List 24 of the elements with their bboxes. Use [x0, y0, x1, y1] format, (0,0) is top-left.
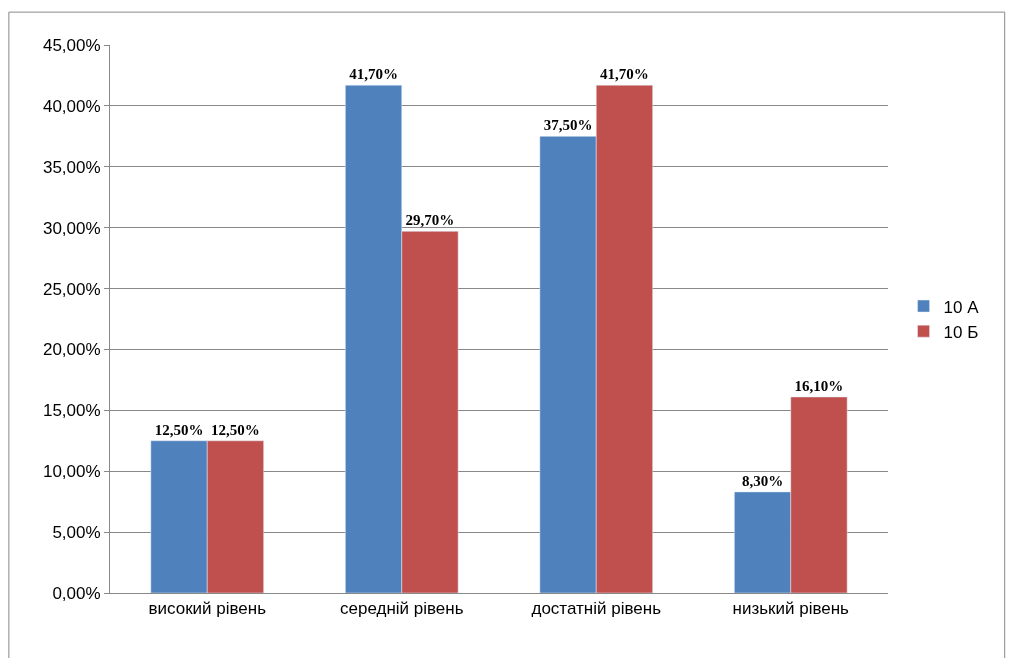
x-tick-label: достатній рівень	[531, 599, 662, 619]
data-label: 12,50%	[154, 421, 204, 438]
legend-label: 10 Б	[943, 322, 979, 342]
y-tick-label: 30,00%	[42, 218, 101, 238]
y-tick-label: 5,00%	[52, 523, 101, 543]
x-tick-label: низький рівень	[732, 599, 850, 619]
data-label: 41,70%	[600, 66, 649, 83]
x-tick-label: середній рівень	[339, 599, 464, 619]
data-label: 16,10%	[794, 377, 844, 394]
legend-label: 10 А	[943, 297, 980, 317]
y-tick-label: 15,00%	[42, 401, 101, 421]
x-tick-label: високий рівень	[148, 599, 267, 619]
y-tick-label: 45,00%	[42, 35, 101, 55]
data-label: 8,30%	[741, 472, 784, 489]
data-label: 29,70%	[405, 212, 455, 229]
y-tick-label: 10,00%	[42, 462, 101, 482]
y-tick-label: 0,00%	[52, 583, 101, 603]
data-label: 41,70%	[349, 66, 398, 83]
y-tick-label: 40,00%	[42, 96, 101, 116]
y-tick-label: 25,00%	[42, 279, 101, 299]
y-tick-label: 20,00%	[42, 340, 101, 360]
data-label: 37,50%	[543, 117, 593, 134]
y-tick-label: 35,00%	[42, 157, 101, 177]
data-label: 12,50%	[211, 421, 260, 438]
